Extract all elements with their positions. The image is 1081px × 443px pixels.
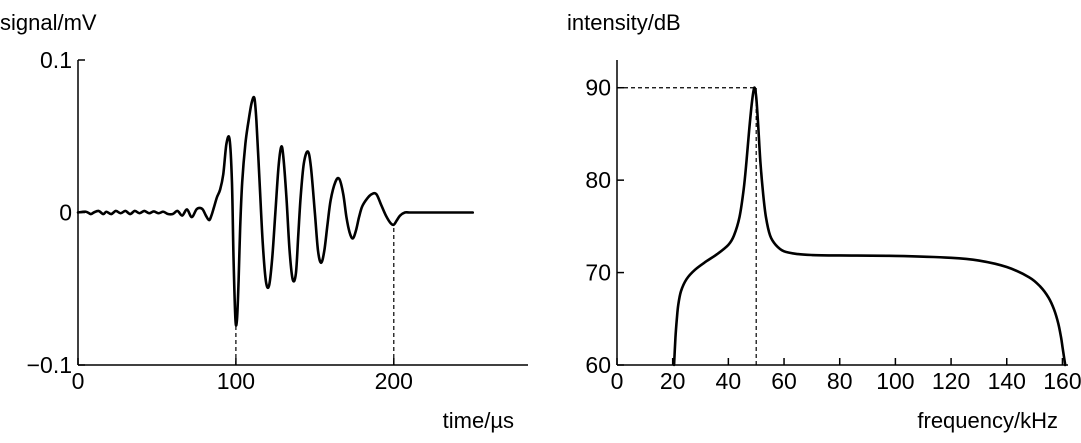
y-axis-label: intensity/dB	[567, 10, 681, 35]
spectrum-chart: intensity/dB frequency/kHz 60 70 80 90 0 20 4…	[567, 10, 1081, 433]
y-ticks: 0.1 0 −0.1	[27, 47, 85, 378]
reference-lines	[235, 224, 395, 365]
y-ticks: 60 70 80 90	[585, 75, 624, 378]
x-tick-label: 120	[932, 368, 970, 394]
x-ticks: 0 20 40 60 80 100 120 140 160	[611, 358, 1081, 394]
x-tick-label: 60	[771, 368, 797, 394]
x-tick-label: 20	[660, 368, 686, 394]
y-tick-label: 0	[59, 200, 72, 226]
x-tick-label: 140	[988, 368, 1026, 394]
x-tick-label: 100	[876, 368, 914, 394]
x-tick-label: 0	[72, 368, 85, 394]
signal-chart: signal/mV time/µs 0.10−0.1 0 100 200	[0, 10, 528, 433]
x-ticks: 0 100 200	[72, 358, 413, 394]
x-tick-label: 200	[375, 368, 413, 394]
series-line	[76, 95, 475, 327]
x-tick-label: 160	[1043, 368, 1081, 394]
y-tick-label: 60	[585, 352, 611, 378]
y-tick-label: −0.1	[27, 352, 72, 378]
x-tick-label: 80	[827, 368, 853, 394]
series-group	[672, 86, 1067, 367]
series-line	[672, 86, 1067, 367]
y-tick-label: 80	[585, 167, 611, 193]
y-tick-label: 70	[585, 260, 611, 286]
x-axis-label: frequency/kHz	[917, 408, 1058, 433]
x-tick-label: 100	[217, 368, 255, 394]
reference-lines	[617, 87, 757, 365]
y-axis-label: signal/mV	[0, 10, 97, 35]
x-tick-label: 40	[716, 368, 742, 394]
x-tick-label: 0	[611, 368, 624, 394]
x-axis-label: time/µs	[443, 408, 514, 433]
y-tick-label: 0.1	[40, 47, 72, 73]
series-group	[76, 95, 475, 327]
y-tick-label: 90	[585, 75, 611, 101]
